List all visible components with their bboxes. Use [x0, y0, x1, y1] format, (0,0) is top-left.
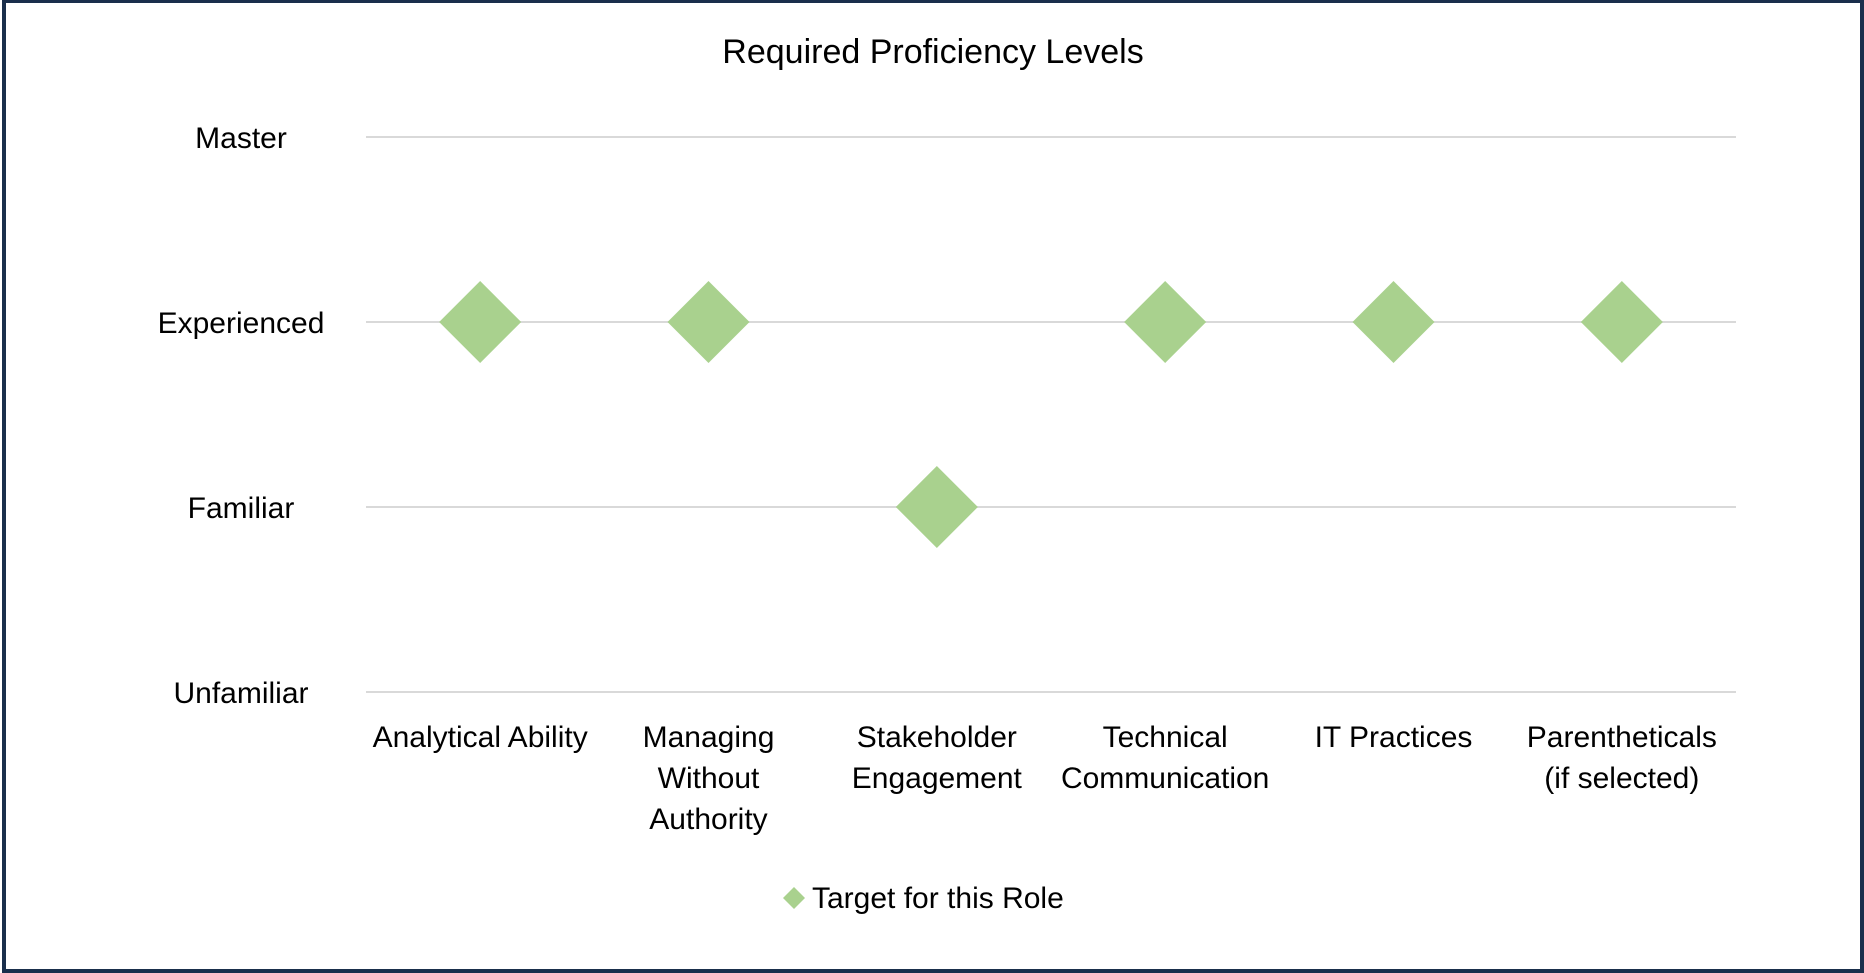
y-tick-familiar: Familiar [188, 492, 295, 525]
marker-6 [1580, 281, 1663, 363]
y-tick-experienced: Experienced [158, 307, 325, 340]
x-tick-4-line-1: Technical [1103, 721, 1228, 754]
x-tick-2: Managing Without Authority [643, 721, 775, 836]
x-tick-6-line-1: Parentheticals [1527, 721, 1717, 754]
data-markers [439, 281, 1663, 548]
x-axis-tick-labels: Analytical Ability Managing Without Authori… [373, 721, 1717, 836]
x-tick-2-line-1: Managing [643, 721, 775, 754]
x-tick-3: Stakeholder Engagement [852, 721, 1023, 795]
x-tick-3-line-2: Engagement [852, 762, 1023, 795]
x-tick-4-line-2: Communication [1061, 762, 1269, 795]
x-tick-1-line-1: Analytical Ability [373, 721, 588, 754]
marker-2 [667, 281, 750, 363]
y-tick-master: Master [195, 122, 287, 155]
gridlines [366, 136, 1736, 693]
marker-1 [439, 281, 522, 363]
x-tick-6: Parentheticals (if selected) [1527, 721, 1717, 795]
x-tick-2-line-2: Without [658, 762, 760, 795]
x-tick-3-line-1: Stakeholder [857, 721, 1017, 754]
x-tick-5: IT Practices [1315, 721, 1473, 754]
x-tick-5-line-1: IT Practices [1315, 721, 1473, 754]
legend-marker-diamond-icon [783, 887, 805, 909]
legend: Target for this Role [783, 882, 1064, 915]
marker-3 [895, 466, 978, 548]
proficiency-chart: Required Proficiency Levels Unfamiliar Fa… [158, 33, 1736, 915]
x-tick-2-line-3: Authority [649, 803, 767, 836]
x-tick-4: Technical Communication [1061, 721, 1269, 795]
legend-label: Target for this Role [812, 882, 1064, 915]
marker-4 [1124, 281, 1207, 363]
marker-5 [1352, 281, 1435, 363]
x-tick-6-line-2: (if selected) [1544, 762, 1699, 795]
y-tick-unfamiliar: Unfamiliar [173, 677, 308, 710]
x-tick-1: Analytical Ability [373, 721, 588, 754]
chart-title: Required Proficiency Levels [722, 33, 1143, 71]
y-axis-tick-labels: Unfamiliar Familiar Experienced Master [158, 122, 325, 710]
